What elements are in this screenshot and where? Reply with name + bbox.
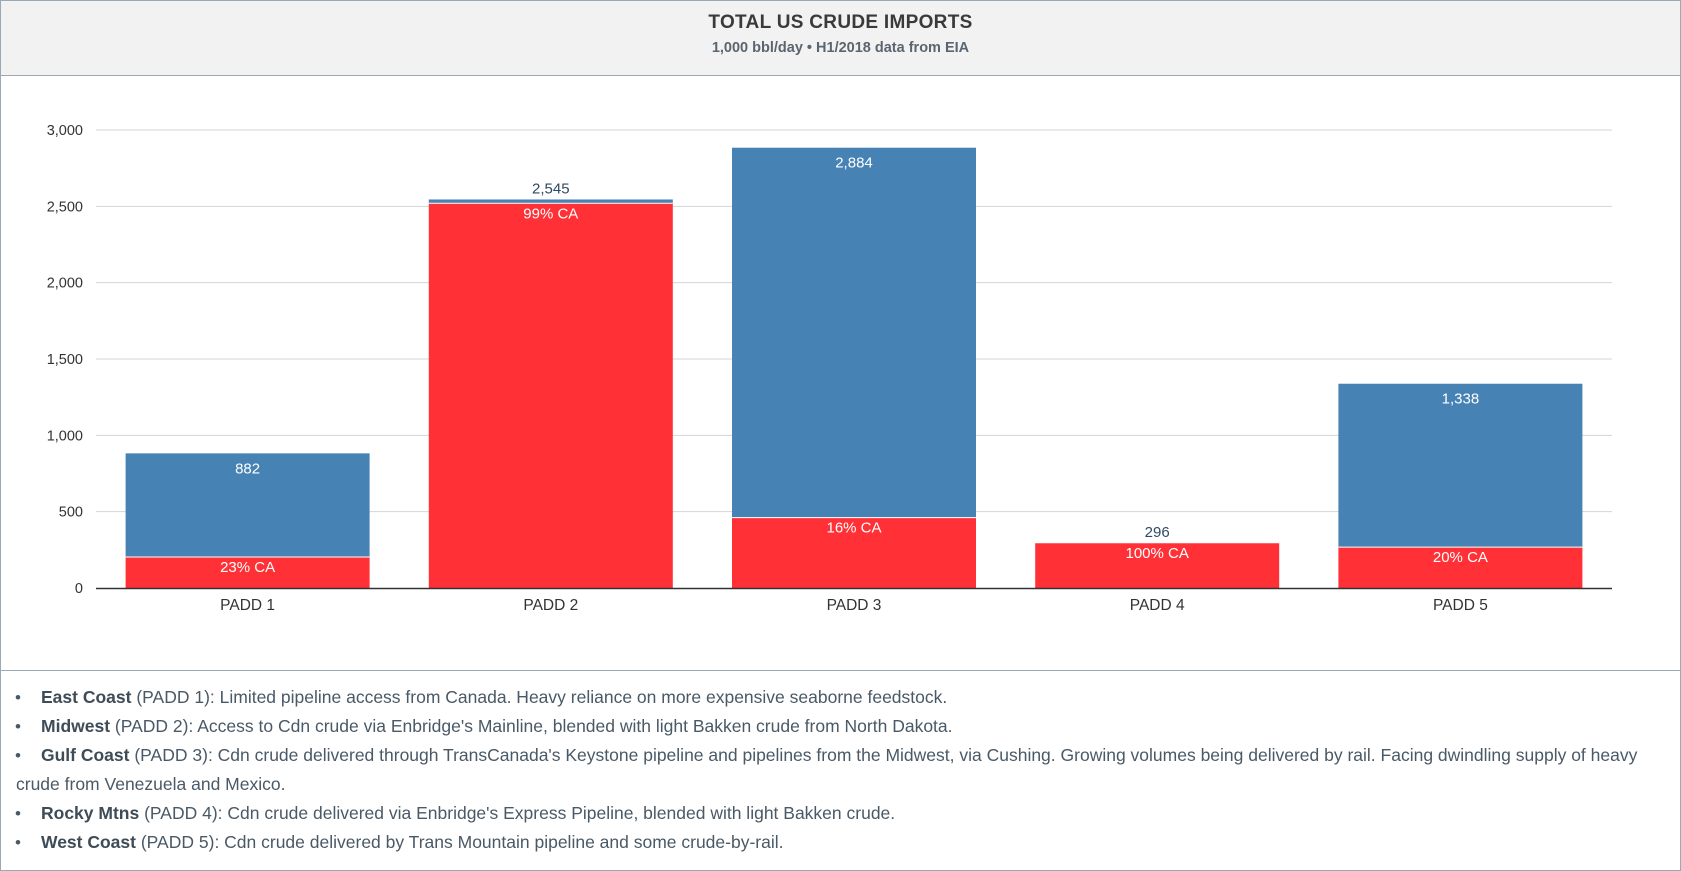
note-item: • Midwest (PADD 2): Access to Cdn crude … bbox=[1, 712, 1680, 741]
x-axis-tick-labels: PADD 1 PADD 2 PADD 3 PADD 4 PADD 5 bbox=[220, 597, 1488, 614]
bar-other bbox=[1338, 383, 1583, 548]
chart-title: TOTAL US CRUDE IMPORTS bbox=[708, 12, 973, 33]
canada-share-label: 100% CA bbox=[1126, 545, 1189, 562]
y-tick-label: 2,500 bbox=[47, 199, 83, 215]
note-text: : Cdn crude delivered via Enbridge's Exp… bbox=[217, 803, 896, 823]
canada-share-label: 23% CA bbox=[220, 559, 275, 576]
notes-panel: • East Coast (PADD 1): Limited pipeline … bbox=[1, 670, 1680, 871]
chart-subtitle: 1,000 bbl/day • H1/2018 data from EIA bbox=[711, 40, 970, 56]
note-text: : Cdn crude delivered through TransCanad… bbox=[16, 745, 1638, 794]
note-region: West Coast bbox=[41, 832, 136, 852]
note-item: • Gulf Coast (PADD 3): Cdn crude deliver… bbox=[1, 741, 1680, 799]
note-padd: (PADD 3) bbox=[134, 745, 208, 765]
data-labels: 882 23% CA 2,545 99% CA 2,884 16% CA 296 100% C… bbox=[220, 155, 1488, 576]
total-label: 2,545 bbox=[532, 180, 570, 197]
note-text: : Limited pipeline access from Canada. H… bbox=[209, 687, 948, 707]
y-tick-label: 1,000 bbox=[47, 428, 83, 444]
y-axis-tick-labels: 0 500 1,000 1,500 2,000 2,500 3,000 bbox=[47, 123, 83, 597]
x-tick-label: PADD 3 bbox=[827, 597, 882, 614]
note-region: Midwest bbox=[41, 716, 111, 736]
total-label: 2,884 bbox=[835, 155, 873, 172]
bullet-icon: • bbox=[15, 833, 21, 852]
y-tick-label: 500 bbox=[59, 505, 83, 521]
x-tick-label: PADD 4 bbox=[1130, 597, 1185, 614]
x-tick-label: PADD 1 bbox=[220, 597, 275, 614]
note-item: • Rocky Mtns (PADD 4): Cdn crude deliver… bbox=[1, 799, 1680, 828]
total-label: 1,338 bbox=[1442, 391, 1480, 408]
bar-other bbox=[428, 199, 673, 204]
note-item: • West Coast (PADD 5): Cdn crude deliver… bbox=[1, 828, 1680, 857]
note-padd: (PADD 5) bbox=[140, 832, 215, 852]
note-region: Gulf Coast bbox=[41, 745, 130, 765]
bar-canada bbox=[1035, 542, 1280, 588]
bar-canada bbox=[732, 517, 976, 588]
bar-other bbox=[125, 453, 370, 558]
note-padd: (PADD 4) bbox=[144, 803, 218, 823]
note-text: : Cdn crude delivered by Trans Mountain … bbox=[214, 832, 784, 852]
x-tick-label: PADD 2 bbox=[523, 597, 578, 614]
bullet-icon: • bbox=[15, 746, 21, 765]
note-region: Rocky Mtns bbox=[41, 803, 140, 823]
bullet-icon: • bbox=[15, 804, 21, 823]
total-label: 882 bbox=[235, 460, 260, 477]
bullet-icon: • bbox=[15, 688, 21, 707]
notes-list: • East Coast (PADD 1): Limited pipeline … bbox=[1, 683, 1680, 857]
bar-canada bbox=[1338, 547, 1583, 588]
bars bbox=[125, 147, 1583, 588]
bar-canada bbox=[125, 557, 370, 588]
y-tick-label: 2,000 bbox=[47, 276, 83, 292]
note-text: : Access to Cdn crude via Enbridge's Mai… bbox=[188, 716, 953, 736]
canada-share-label: 99% CA bbox=[523, 205, 578, 222]
note-padd: (PADD 2) bbox=[114, 716, 189, 736]
note-region: East Coast bbox=[41, 687, 132, 707]
stacked-bar-chart: 0 500 1,000 1,500 2,000 2,500 3,000 882 23% CA 2… bbox=[47, 123, 1612, 614]
y-tick-label: 1,500 bbox=[47, 352, 83, 368]
note-padd: (PADD 1) bbox=[136, 687, 210, 707]
chart-header: TOTAL US CRUDE IMPORTS 1,000 bbl/day • H… bbox=[1, 1, 1680, 76]
y-tick-label: 3,000 bbox=[47, 123, 83, 139]
note-item: • East Coast (PADD 1): Limited pipeline … bbox=[1, 683, 1680, 712]
y-tick-label: 0 bbox=[75, 581, 83, 597]
canada-share-label: 16% CA bbox=[826, 520, 881, 537]
x-tick-label: PADD 5 bbox=[1433, 597, 1488, 614]
canada-share-label: 20% CA bbox=[1433, 549, 1488, 566]
bullet-icon: • bbox=[15, 717, 21, 736]
bar-canada bbox=[428, 203, 673, 588]
bar-other bbox=[732, 147, 976, 518]
total-label: 296 bbox=[1145, 524, 1170, 541]
